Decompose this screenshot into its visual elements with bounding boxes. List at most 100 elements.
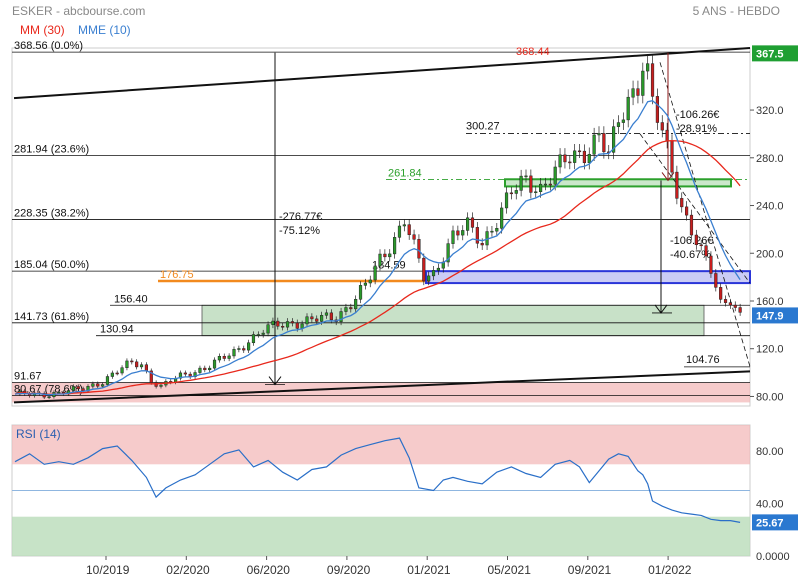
- dashed-trendline: [659, 62, 751, 367]
- fib-label: 185.04 (50.0%): [14, 259, 89, 271]
- upper-trendline: [13, 47, 751, 100]
- candle-body: [222, 356, 226, 359]
- rsi-overbought-zone: [12, 425, 750, 465]
- x-tick-label: 01/2022: [648, 563, 692, 577]
- candle-body: [363, 282, 367, 286]
- candle-body: [358, 285, 363, 300]
- candle-body: [680, 198, 684, 208]
- candle-body: [470, 217, 475, 228]
- green-box: [504, 178, 732, 188]
- candle-body: [402, 224, 406, 227]
- fib-label: 228.35 (38.2%): [14, 207, 89, 219]
- candle-body: [558, 154, 562, 168]
- rsi-value-box: [752, 514, 798, 531]
- candle-body: [320, 315, 324, 322]
- candle-body: [466, 217, 470, 231]
- candle-body: [719, 287, 723, 300]
- candle-body: [281, 325, 285, 328]
- candle-body: [490, 230, 494, 233]
- candle-body: [271, 320, 275, 325]
- drop-left-pct: -75.12%: [279, 225, 320, 237]
- level-price-box: [752, 45, 798, 62]
- x-tick-label: 10/2019: [86, 563, 130, 577]
- candle-body: [232, 349, 236, 357]
- legend-mme10: MME (10): [78, 23, 131, 37]
- level-label: 156.40: [114, 293, 148, 305]
- candle-body: [178, 372, 183, 379]
- candle-body: [431, 270, 436, 277]
- candle-body: [329, 312, 333, 321]
- candle-body: [242, 348, 246, 351]
- candle-body: [417, 239, 421, 259]
- candle-body: [631, 88, 635, 98]
- dashed-trendline: [639, 133, 751, 284]
- candle-body: [509, 192, 513, 195]
- candle-body: [587, 153, 591, 164]
- candle-body: [256, 334, 260, 336]
- candle-body: [723, 299, 728, 303]
- candle-body: [519, 175, 523, 191]
- candle-body: [646, 63, 650, 72]
- candle-body: [650, 63, 655, 97]
- candle-body: [125, 360, 129, 368]
- candle-body: [203, 367, 207, 371]
- candle-body: [621, 119, 625, 123]
- fib-label: 368.56 (0.0%): [14, 40, 83, 52]
- candle-body: [709, 255, 713, 274]
- candle-body: [480, 243, 484, 246]
- rsi-title: RSI (14): [16, 427, 61, 441]
- candle-body: [733, 304, 737, 308]
- red-zone: [12, 382, 750, 403]
- price-panel: [11, 47, 751, 407]
- candle-body: [582, 150, 586, 164]
- candle-body: [446, 243, 450, 263]
- candle-body: [276, 320, 280, 327]
- candle-body: [266, 324, 270, 334]
- candle-body: [514, 190, 518, 194]
- rsi-y-tick-label: 40.00: [756, 499, 784, 511]
- candle-body: [208, 367, 212, 371]
- candle-body: [368, 279, 372, 284]
- candle-body: [616, 122, 621, 127]
- x-tick-label: 09/2021: [568, 563, 612, 577]
- candle-body: [47, 396, 51, 398]
- candle-body: [456, 230, 460, 236]
- candle-body: [295, 322, 299, 329]
- candle-body: [592, 134, 596, 155]
- candle-body: [183, 372, 187, 375]
- candle-body: [217, 356, 221, 361]
- candle-body: [728, 302, 732, 306]
- candle-body: [495, 228, 499, 232]
- candle-body: [534, 191, 538, 194]
- candle-body: [689, 214, 694, 236]
- candle-body: [665, 129, 669, 142]
- candle-body: [159, 384, 163, 387]
- rsi-y-tick-label: 80.00: [756, 446, 784, 458]
- y-tick-label: 120.0: [756, 344, 784, 356]
- candle-body: [354, 299, 358, 310]
- drop-right-abs: -106.26€: [676, 109, 719, 121]
- drop-left-abs: -276.77€: [279, 211, 322, 223]
- x-tick-label: 01/2021: [407, 563, 451, 577]
- candle-body: [344, 307, 348, 312]
- candle-body: [71, 386, 75, 391]
- candle-body: [612, 126, 616, 153]
- candle-body: [602, 133, 606, 153]
- x-tick-label: 02/2020: [166, 563, 210, 577]
- candle-body: [91, 383, 95, 387]
- candle-body: [504, 192, 509, 209]
- candle-body: [704, 245, 708, 257]
- green-zone: [201, 304, 705, 337]
- candle-body: [675, 171, 679, 199]
- blue-box: [425, 270, 751, 285]
- candle-body: [120, 367, 124, 374]
- candle-body: [524, 175, 528, 178]
- high-label: 368.44: [516, 46, 550, 58]
- candle-body: [115, 372, 119, 375]
- orange-level-label: 176.75: [160, 269, 194, 281]
- x-tick-label: 06/2020: [247, 563, 291, 577]
- candle-body: [475, 227, 479, 244]
- fib-label: 281.94 (23.6%): [14, 143, 89, 155]
- rsi-oversold-zone: [12, 516, 750, 556]
